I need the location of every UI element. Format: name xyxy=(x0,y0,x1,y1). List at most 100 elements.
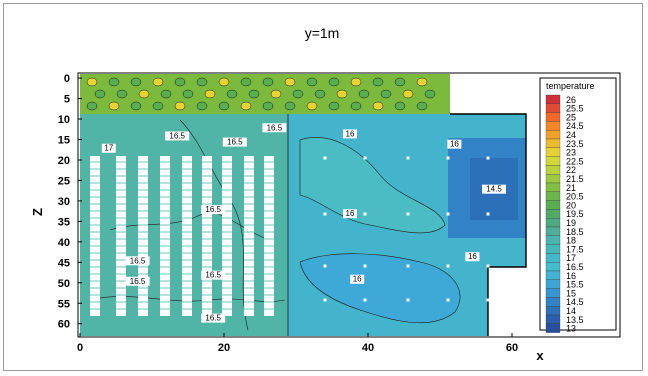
contour-label-bg xyxy=(201,313,226,323)
sensor-dot xyxy=(446,264,450,268)
contour-label-bg xyxy=(222,137,247,147)
band-cell xyxy=(306,77,318,87)
band-cell xyxy=(328,101,340,111)
band-cell xyxy=(130,101,142,111)
rack-column xyxy=(264,156,274,316)
legend-level: 19 xyxy=(566,218,576,228)
rack-column xyxy=(138,156,148,316)
legend-level: 13.5 xyxy=(566,315,584,325)
contour-label: 16 xyxy=(450,140,459,149)
legend-level: 17 xyxy=(566,253,576,263)
legend-level: 19.5 xyxy=(566,209,584,219)
legend-swatch xyxy=(545,121,561,131)
sensor-dot xyxy=(406,156,410,160)
rack-column xyxy=(116,156,126,316)
band-cell xyxy=(182,89,194,99)
sensor-dot xyxy=(323,264,327,268)
x-tick-label: 20 xyxy=(218,342,230,354)
band-cell xyxy=(284,101,296,111)
band-cell xyxy=(306,101,318,111)
band-cell xyxy=(174,101,186,111)
y-tick-label: 20 xyxy=(58,155,70,167)
legend-level: 16 xyxy=(566,271,576,281)
band-cell xyxy=(160,89,172,99)
legend-swatch xyxy=(545,306,561,316)
legend-swatch xyxy=(545,209,561,219)
legend-swatch xyxy=(545,200,561,210)
legend-level: 24 xyxy=(566,130,576,140)
contour-label: 16 xyxy=(346,209,355,218)
band-cell xyxy=(218,101,230,111)
contour-label: 14.5 xyxy=(486,185,502,194)
y-tick-label: 0 xyxy=(64,73,70,85)
band-cell xyxy=(372,101,384,111)
legend-swatch xyxy=(545,270,561,280)
band-cell xyxy=(350,77,362,87)
contour-label-bg xyxy=(343,209,357,219)
legend-swatch xyxy=(545,244,561,254)
band-cell xyxy=(394,101,406,111)
plot-regions xyxy=(77,72,621,338)
legend-level: 20.5 xyxy=(566,192,584,202)
band-cell xyxy=(262,101,274,111)
legend-swatch xyxy=(545,147,561,157)
legend-swatch xyxy=(545,138,561,148)
x-axis-ticks: 0 20 40 60 xyxy=(77,333,518,354)
sensor-dot xyxy=(486,298,490,302)
band-cell xyxy=(248,89,260,99)
sensor-dot xyxy=(323,156,327,160)
band-cell xyxy=(314,89,326,99)
sensor-dot xyxy=(363,298,367,302)
legend-level: 14 xyxy=(566,306,576,316)
x-tick-label: 60 xyxy=(506,342,518,354)
band-cell xyxy=(358,89,370,99)
sensor-dot xyxy=(406,264,410,268)
chart-title: y=1m xyxy=(305,25,340,41)
legend-swatch xyxy=(545,112,561,122)
legend-level: 16.5 xyxy=(566,262,584,272)
legend-level: 24.5 xyxy=(566,121,584,131)
legend-level: 14.5 xyxy=(566,297,584,307)
sensor-dot xyxy=(406,298,410,302)
contour-label-bg xyxy=(482,184,506,194)
legend-level: 22.5 xyxy=(566,156,584,166)
rack-column xyxy=(182,156,192,316)
band-cell xyxy=(402,89,414,99)
legend-swatch xyxy=(545,103,561,113)
band-cell xyxy=(240,101,252,111)
contour-label: 16.5 xyxy=(205,271,221,280)
contour-label-bg xyxy=(201,205,226,215)
sensor-dot xyxy=(486,156,490,160)
sensor-dot xyxy=(323,212,327,216)
legend-swatch xyxy=(545,314,561,324)
y-tick-label: 30 xyxy=(58,196,70,208)
sensor-dot xyxy=(363,264,367,268)
legend-swatch xyxy=(545,235,561,245)
band-cell xyxy=(240,77,252,87)
contour-label: 16 xyxy=(346,129,355,138)
band-cell xyxy=(174,77,186,87)
band-cell xyxy=(218,77,230,87)
sensor-dot xyxy=(406,212,410,216)
plot-area-frame xyxy=(77,72,621,338)
legend-level: 21.5 xyxy=(566,174,584,184)
band-cell xyxy=(108,101,120,111)
band-cell xyxy=(336,89,348,99)
contour-label: 16 xyxy=(468,252,477,261)
band-cell xyxy=(108,77,120,87)
y-tick-label: 45 xyxy=(58,257,70,269)
band-cell xyxy=(138,89,150,99)
legend-swatch xyxy=(545,165,561,175)
band-cell xyxy=(262,77,274,87)
y-tick-label: 50 xyxy=(58,278,70,290)
right-boundary xyxy=(450,113,527,336)
contour-label-bg xyxy=(465,252,480,262)
y-tick-label: 15 xyxy=(58,135,70,147)
rack-column xyxy=(90,156,100,316)
x-tick-label: 0 xyxy=(77,342,83,354)
contour-label-bg xyxy=(201,270,226,280)
contour-label: 16.5 xyxy=(267,123,283,132)
legend-level: 26 xyxy=(566,95,576,105)
y-tick-label: 25 xyxy=(58,175,70,187)
band-cell xyxy=(328,77,340,87)
